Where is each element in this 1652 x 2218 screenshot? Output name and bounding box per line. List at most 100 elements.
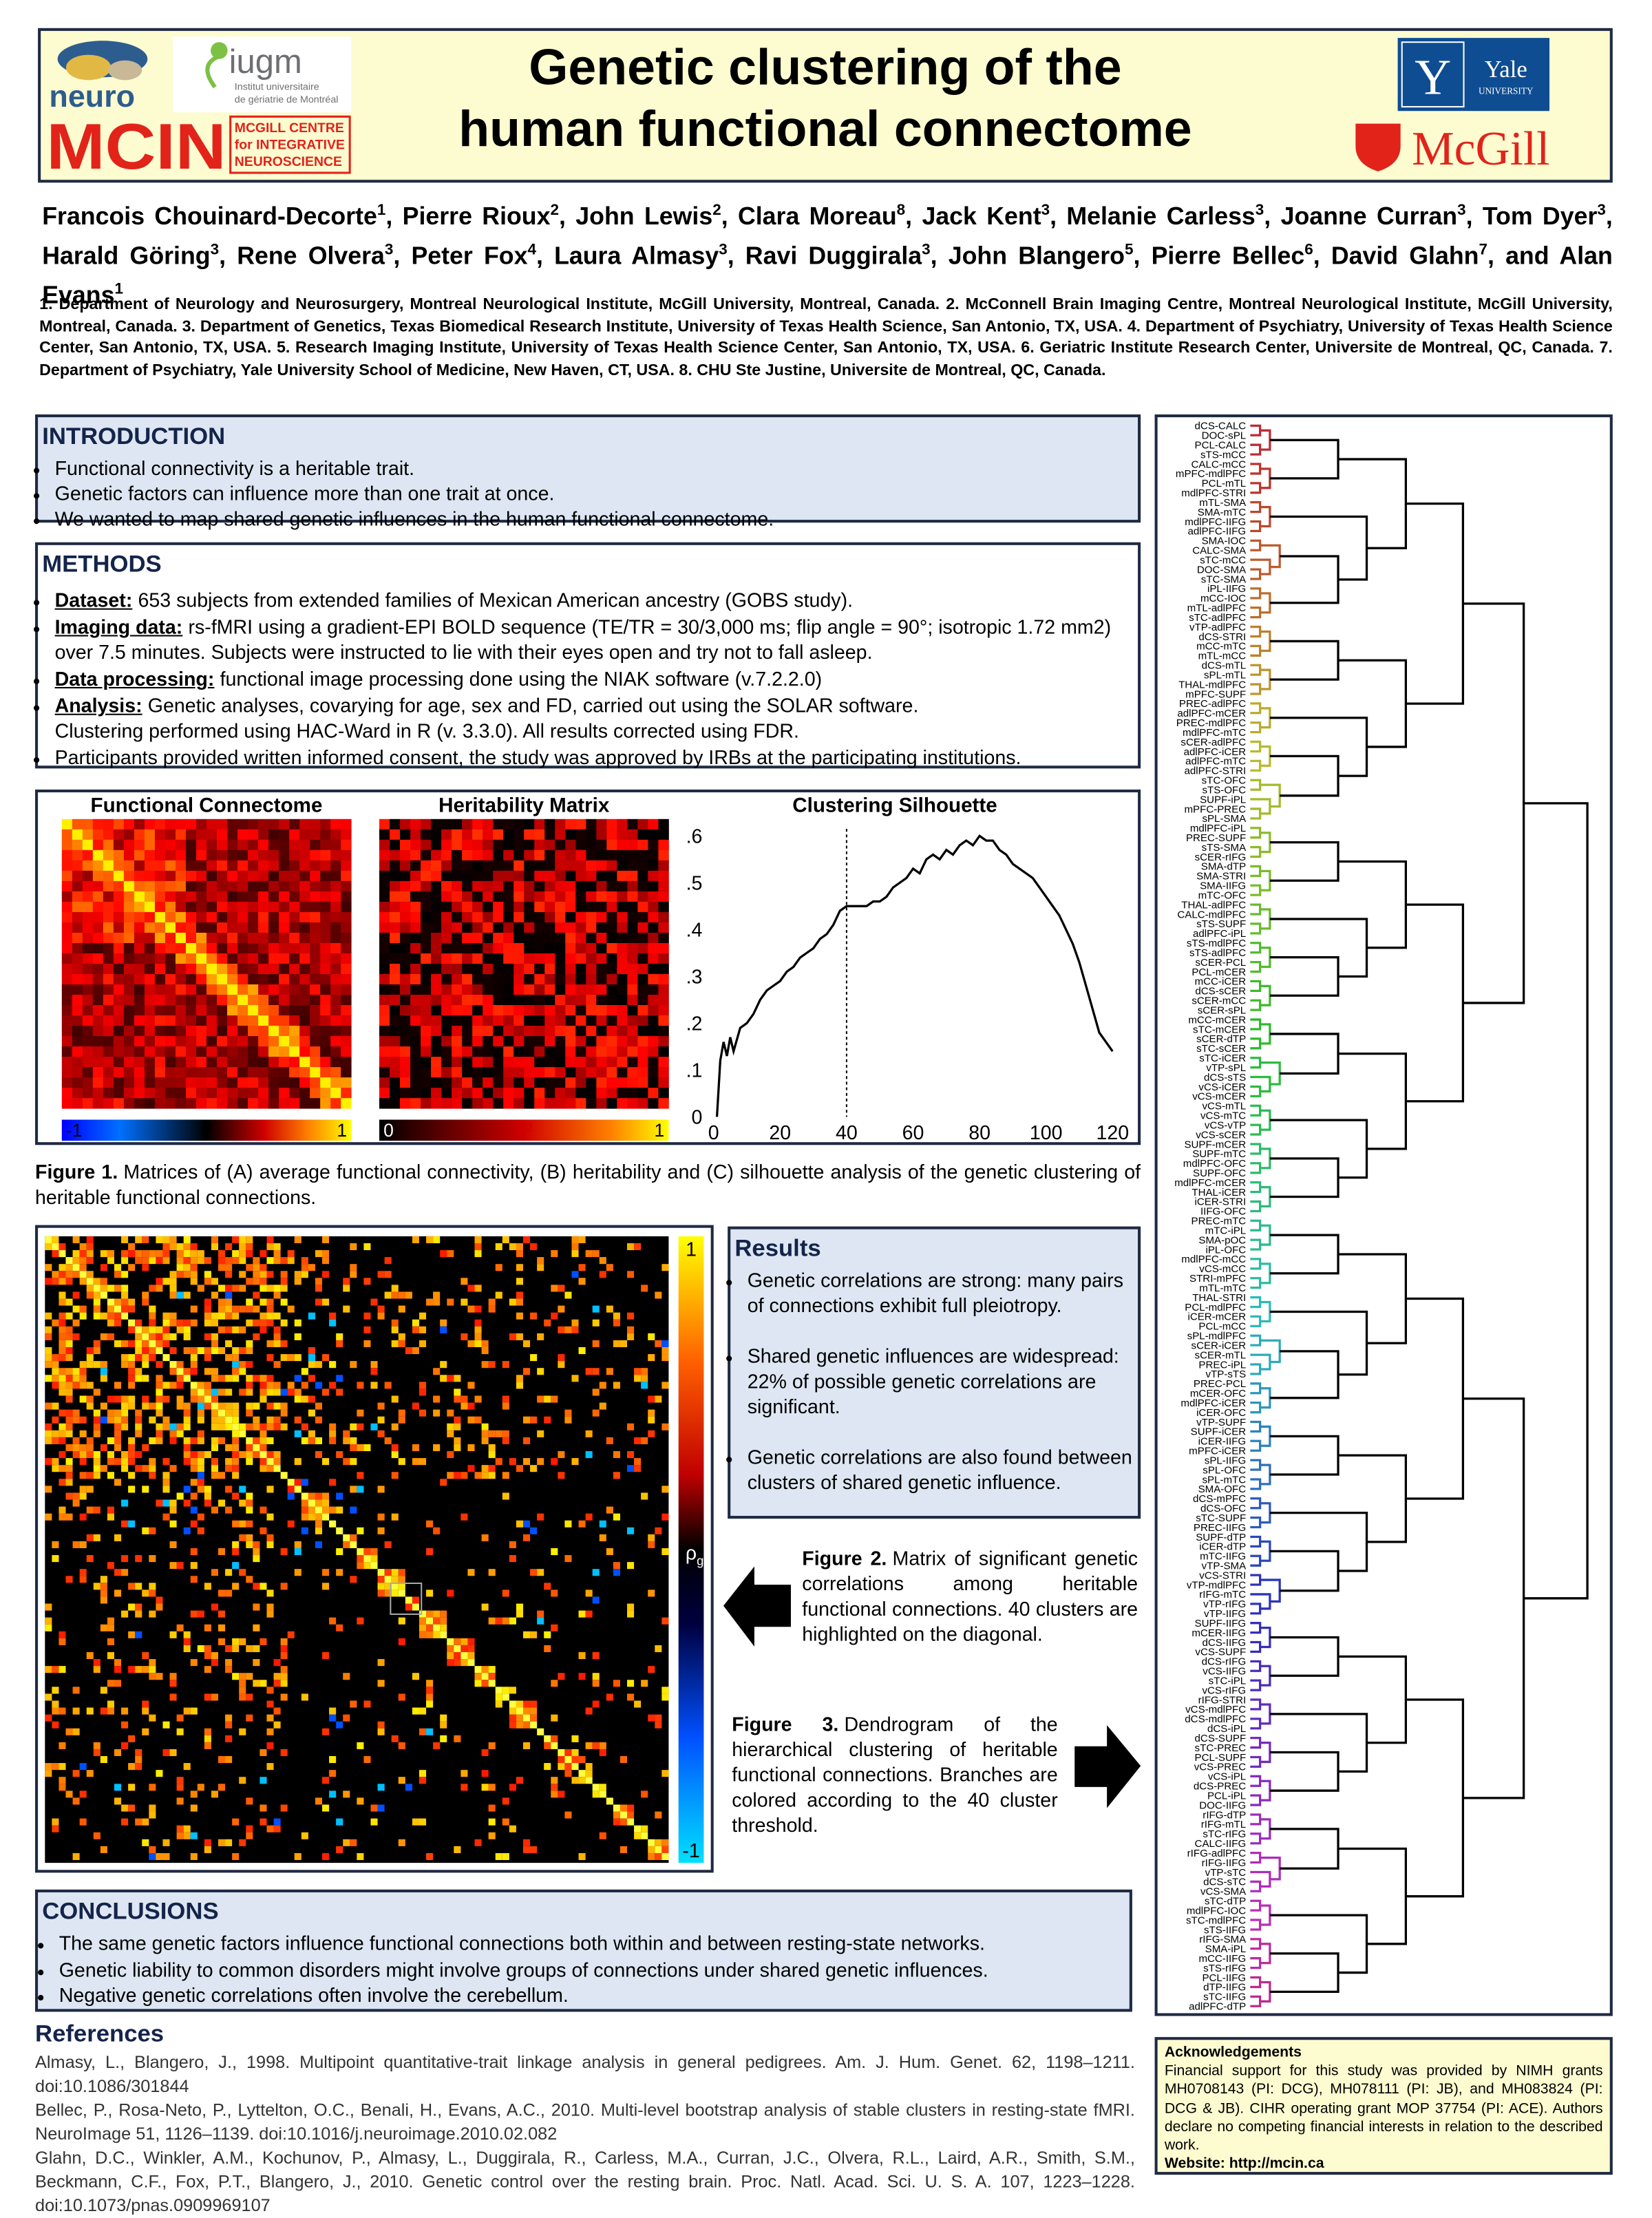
author-name: , Clara Moreau xyxy=(721,202,897,231)
mcin-logo-graphic: MCIN MCGILL CENTRE for INTEGRATIVE NEURO… xyxy=(46,110,351,182)
author-name: , Pierre Rioux xyxy=(385,202,551,231)
caption-text: Matrix of significant genetic correlatio… xyxy=(802,1546,1139,1645)
reference: Bellec, P., Rosa-Neto, P., Lyttelton, O.… xyxy=(35,2100,1135,2144)
item-continuation: Clustering performed using HAC-Ward in R… xyxy=(54,719,799,742)
affiliations: 1. Department of Neurology and Neurosurg… xyxy=(39,296,1613,379)
methods-list: Dataset:653 subjects from extended famil… xyxy=(38,587,1138,770)
title-line: human functional connectome xyxy=(458,99,1192,158)
dendrogram-panel xyxy=(1154,414,1613,2016)
results-panel: Results Genetic correlations are strong:… xyxy=(728,1226,1141,1519)
author-name: , Ravi Duggirala xyxy=(727,241,922,270)
introduction-panel: INTRODUCTION Functional connectivity is … xyxy=(35,414,1141,529)
author-name: , Peter Fox xyxy=(393,241,528,270)
figure2-caption: Figure 2. Matrix of significant genetic c… xyxy=(802,1545,1138,1647)
iugm-logo: iugm Institut universitaire de gériatrie… xyxy=(173,36,352,113)
caption-label: Figure 3. xyxy=(732,1712,839,1735)
author-name: , Harald Göring xyxy=(42,202,1613,270)
logo-text: for INTEGRATIVE xyxy=(235,137,345,152)
conclusions-list: The same genetic factors influence funct… xyxy=(38,1930,1130,2008)
logo-text: Y xyxy=(1415,50,1451,105)
methods-panel: METHODS Dataset:653 subjects from extend… xyxy=(35,542,1141,769)
author-affiliation: 8 xyxy=(896,202,906,220)
item-text: rs-fMRI using a gradient-EPI BOLD sequen… xyxy=(54,615,1112,664)
author-affiliation: 3 xyxy=(1457,202,1466,220)
mcgill-logo-graphic: McGill xyxy=(1355,123,1549,176)
introduction-list: Functional connectivity is a heritable t… xyxy=(38,455,1138,531)
author-affiliation: 3 xyxy=(922,241,931,259)
author-name: , Laura Almasy xyxy=(536,241,719,270)
list-item: Functional connectivity is a heritable t… xyxy=(54,455,1138,480)
figure3-caption: Figure 3. Dendrogram of the hierarchical … xyxy=(732,1711,1057,1838)
logo-text: MCGILL CENTRE xyxy=(235,120,344,136)
author-affiliation: 3 xyxy=(1041,202,1050,220)
author-name: , Joanne Curran xyxy=(1264,202,1458,231)
logo-text: McGill xyxy=(1412,123,1549,174)
list-item: Imaging data:rs-fMRI using a gradient-EP… xyxy=(54,614,1138,664)
logo-frame xyxy=(1401,41,1465,108)
logo-text: Yale xyxy=(1485,56,1527,83)
author-affiliation: 3 xyxy=(384,241,394,259)
reference: Glahn, D.C., Winkler, A.M., Kochunov, P.… xyxy=(35,2148,1135,2216)
title-line: Genetic clustering of the xyxy=(529,38,1122,96)
logo-text: iugm xyxy=(229,43,302,81)
author-affiliation: 3 xyxy=(719,241,728,259)
author-affiliation: 2 xyxy=(550,202,560,220)
item-lead: Dataset: xyxy=(54,589,133,611)
section-title: Results xyxy=(734,1234,821,1262)
logo-frame xyxy=(229,115,351,174)
logo-text: MCIN xyxy=(46,115,226,174)
author-affiliation: 7 xyxy=(1479,241,1487,259)
logo-text: de gériatrie de Montréal xyxy=(235,94,339,105)
mcgill-logo: McGill xyxy=(1353,118,1594,176)
list-item: Data processing:functional image process… xyxy=(54,666,1138,691)
figure2-panel xyxy=(35,1225,714,1873)
author-name: , David Glahn xyxy=(1313,241,1479,270)
references: References Almasy, L., Blangero, J., 199… xyxy=(35,2020,1135,2218)
author-name: , Tom Dyer xyxy=(1465,202,1598,231)
list-item: Negative genetic correlations often invo… xyxy=(58,1983,1130,2009)
logo-text: neuro xyxy=(49,78,135,114)
list-item: Genetic liability to common disorders mi… xyxy=(58,1956,1130,1983)
website: Website: http://mcin.ca xyxy=(1164,2157,1324,2173)
arrow-left xyxy=(723,1566,791,1647)
arrow-right xyxy=(1074,1725,1141,1808)
acknowledgements-panel: Acknowledgements Financial support for t… xyxy=(1154,2037,1613,2175)
item-text: Genetic analyses, covarying for age, sex… xyxy=(147,694,919,717)
author-affiliation: 3 xyxy=(1255,202,1264,220)
caption-text: Matrices of (A) average functional conne… xyxy=(35,1160,1141,1209)
logo-shape xyxy=(108,60,142,81)
section-title: References xyxy=(35,2020,165,2047)
author-name: , Jack Kent xyxy=(905,202,1041,231)
poster-title: Genetic clustering of the human function… xyxy=(379,36,1271,160)
logo-shape xyxy=(65,54,112,81)
figure1-caption: Figure 1. Matrices of (A) average functio… xyxy=(35,1159,1141,1210)
item-text: 653 subjects from extended families of M… xyxy=(138,589,854,611)
caption-text: Dendrogram of the hierarchical clusterin… xyxy=(732,1712,1058,1837)
author-name: , and Alan Evans xyxy=(42,241,1613,308)
list-item: Participants provided written informed c… xyxy=(54,745,1138,770)
list-item: Dataset:653 subjects from extended famil… xyxy=(54,587,1138,613)
caption-label: Figure 1. xyxy=(35,1160,118,1183)
neuro-logo: neuro xyxy=(46,36,165,115)
figure1-panel xyxy=(35,789,1141,1145)
item-lead: Analysis: xyxy=(54,694,142,717)
author-name: , John Lewis xyxy=(559,202,713,231)
iugm-logo-graphic: iugm Institut universitaire de gériatrie… xyxy=(205,42,339,105)
mcin-logo: MCIN MCGILL CENTRE for INTEGRATIVE NEURO… xyxy=(46,110,351,182)
logo-text: UNIVERSITY xyxy=(1479,86,1534,96)
list-item: The same genetic factors influence funct… xyxy=(58,1930,1130,1956)
section-title: METHODS xyxy=(42,550,162,578)
list-item: Analysis:Genetic analyses, covarying for… xyxy=(54,693,1138,743)
item-lead: Imaging data: xyxy=(54,615,183,638)
section-title: Acknowledgements xyxy=(1164,2045,1302,2061)
logo-shape xyxy=(1355,123,1401,171)
logo-shape xyxy=(205,54,220,89)
author-affiliation: 1 xyxy=(114,280,123,297)
logo-text: Institut universitaire xyxy=(235,82,319,93)
author-name: , John Blangero xyxy=(930,241,1125,270)
author-affiliation: 4 xyxy=(527,241,536,259)
section-title: CONCLUSIONS xyxy=(42,1898,219,1925)
author-name: Francois Chouinard-Decorte xyxy=(42,202,377,231)
